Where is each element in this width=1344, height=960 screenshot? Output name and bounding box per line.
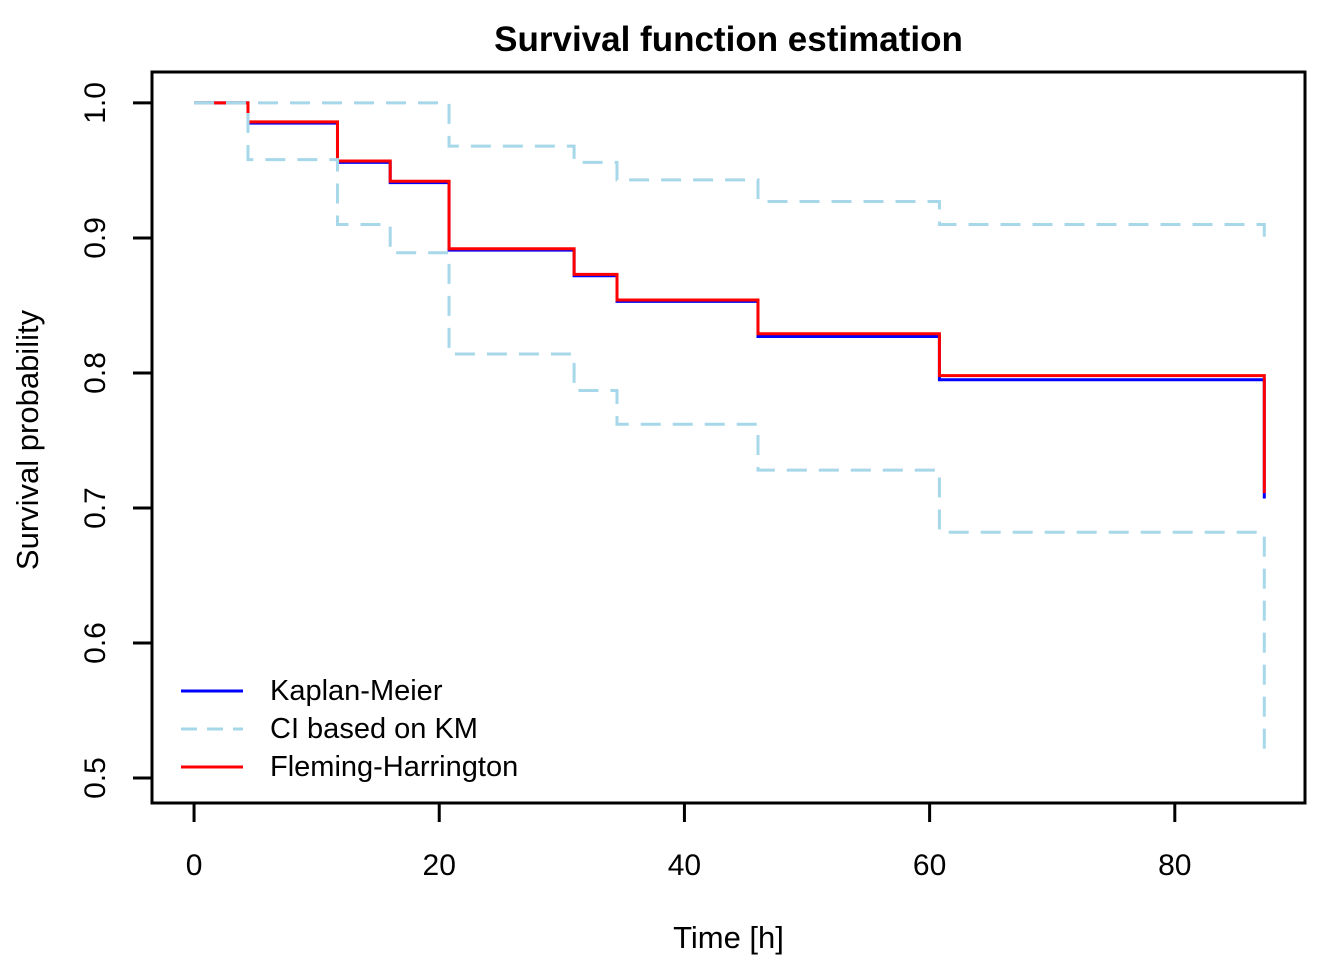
x-tick-label-60: 60 bbox=[913, 849, 946, 882]
legend-line-ci-dashed-icon bbox=[181, 727, 243, 731]
y-axis-label: Survival probability bbox=[10, 309, 45, 571]
x-axis-label: Time [h] bbox=[673, 920, 784, 955]
x-tick-label-80: 80 bbox=[1158, 849, 1191, 882]
x-tick-label-20: 20 bbox=[423, 849, 456, 882]
y-tick-label-0.7: 0.7 bbox=[79, 487, 112, 529]
y-tick-label-0.5: 0.5 bbox=[79, 757, 112, 799]
y-tick-label-1.0: 1.0 bbox=[79, 82, 112, 124]
legend-item-ci: CI based on KM bbox=[181, 710, 518, 748]
plot-box bbox=[150, 70, 1307, 805]
legend-line-km-solid-icon bbox=[181, 689, 243, 693]
legend-item-fh: Fleming-Harrington bbox=[181, 748, 518, 786]
chart-title: Survival function estimation bbox=[494, 20, 963, 59]
legend-item-km: Kaplan-Meier bbox=[181, 672, 518, 710]
series-line-fh bbox=[194, 101, 1266, 494]
series-line-ci-upper bbox=[194, 101, 1266, 240]
series-line-ci-lower bbox=[194, 101, 1266, 761]
legend-line-fh-solid-icon bbox=[181, 765, 243, 769]
legend: Kaplan-Meier CI based on KM Fleming-Harrin… bbox=[181, 672, 518, 786]
y-tick-label-0.6: 0.6 bbox=[79, 622, 112, 664]
legend-label-ci: CI based on KM bbox=[270, 712, 478, 745]
x-tick-label-0: 0 bbox=[186, 849, 203, 882]
legend-label-fh: Fleming-Harrington bbox=[270, 750, 519, 783]
y-tick-label-0.9: 0.9 bbox=[79, 217, 112, 259]
x-tick-label-40: 40 bbox=[668, 849, 701, 882]
y-tick-label-0.8: 0.8 bbox=[79, 352, 112, 394]
legend-label-km: Kaplan-Meier bbox=[270, 674, 443, 707]
